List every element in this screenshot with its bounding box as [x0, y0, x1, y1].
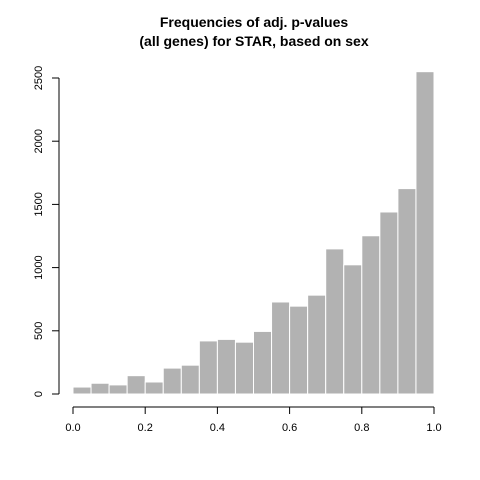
y-axis: 0 500 1000 1500 2000 2500 [33, 66, 60, 397]
y-tick-label-3: 1500 [33, 192, 45, 216]
histogram-bar-5 [162, 367, 182, 395]
x-tick-label-2: 0.4 [210, 422, 225, 434]
histogram-bar-9 [234, 341, 254, 395]
histogram-bar-0 [72, 386, 92, 395]
x-tick-label-3: 0.6 [282, 422, 297, 434]
chart-title-line-2: (all genes) for STAR, based on sex [139, 33, 368, 49]
y-tick-label-5: 2500 [33, 66, 45, 90]
y-tick-label-4: 2000 [33, 129, 45, 153]
y-tick-label-1: 500 [33, 322, 45, 340]
histogram-bar-4 [144, 381, 164, 395]
histogram-bar-15 [343, 264, 363, 395]
histogram-bar-13 [307, 294, 327, 395]
histogram-bar-2 [108, 384, 128, 395]
histogram-bar-10 [253, 330, 273, 395]
chart-title-line-1: Frequencies of adj. p-values [160, 14, 348, 30]
y-tick-label-0: 0 [33, 391, 45, 397]
bars-group [72, 71, 435, 395]
x-tick-label-1: 0.2 [138, 422, 153, 434]
x-tick-label-5: 1.0 [426, 422, 441, 434]
x-tick-label-4: 0.8 [354, 422, 369, 434]
histogram-bar-8 [216, 338, 236, 395]
x-tick-label-0: 0.0 [65, 422, 80, 434]
histogram-bar-18 [397, 188, 417, 395]
y-tick-label-2: 1000 [33, 255, 45, 279]
histogram-bar-12 [289, 305, 309, 395]
histogram-bar-7 [198, 340, 218, 395]
histogram-bar-3 [126, 375, 146, 395]
histogram-bar-16 [361, 235, 381, 395]
histogram-bar-14 [325, 248, 345, 395]
histogram-bar-6 [180, 364, 200, 395]
histogram-bar-19 [415, 71, 435, 395]
x-axis: 0.0 0.2 0.4 0.6 0.8 1.0 [65, 406, 442, 434]
histogram-bar-1 [90, 382, 110, 395]
histogram-bar-17 [379, 211, 399, 395]
histogram-bar-11 [271, 301, 291, 395]
